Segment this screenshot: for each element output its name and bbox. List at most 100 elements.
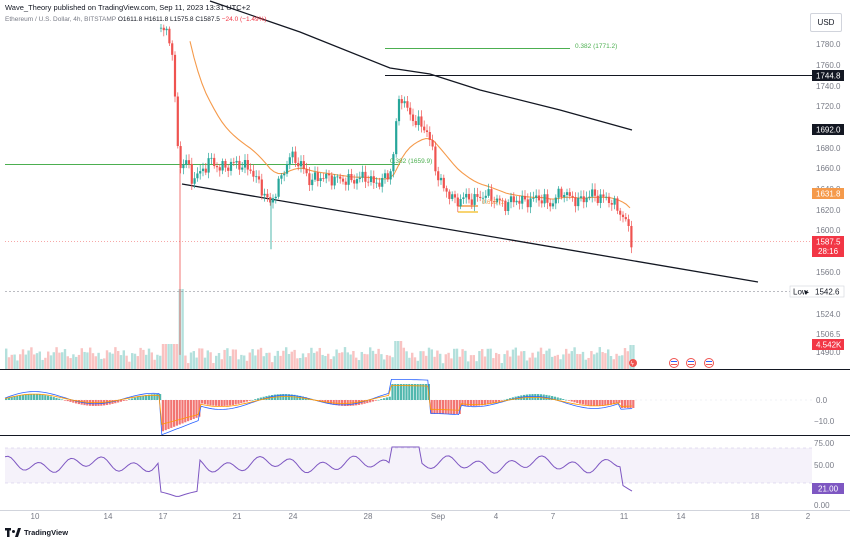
macd-bar (489, 400, 492, 404)
volume-bar (279, 355, 282, 369)
macd-bar (455, 400, 458, 414)
time-axis[interactable]: 10 14 17 21 24 28 Sep 4 7 11 14 18 2 (31, 512, 811, 521)
macd-bar (567, 400, 570, 401)
volume-bar (492, 358, 495, 369)
macd-bar (335, 400, 338, 406)
time-tick: 10 (31, 512, 40, 521)
macd-bar (30, 394, 33, 400)
volume-bar (570, 351, 573, 369)
low-arrow-icon: ▸ (805, 288, 809, 297)
volume-tag (812, 339, 844, 350)
volume-bar (542, 354, 545, 369)
macd-bar (27, 394, 30, 400)
volume-bar (363, 353, 366, 369)
volume-bar (593, 354, 596, 369)
volume-bar (604, 353, 607, 369)
us-flag-event-icon-3[interactable] (704, 358, 714, 368)
candle-body (526, 199, 529, 208)
us-flag-event-icon-2[interactable] (686, 358, 696, 368)
volume-bar (287, 354, 291, 369)
sma-200-line (209, 0, 633, 131)
macd-bar (472, 400, 475, 406)
volume-bar (618, 355, 621, 369)
rsi-value: 21.00 (818, 485, 839, 494)
volume-bar (598, 347, 601, 369)
time-tick: 2 (806, 512, 811, 521)
macd-bar (248, 400, 251, 401)
macd-bar (481, 400, 484, 406)
volume-bar (444, 354, 447, 369)
macd-bar (413, 384, 416, 400)
macd-bar (139, 396, 142, 400)
candle-body (409, 107, 412, 115)
macd-bar (290, 394, 293, 400)
macd-bar (103, 400, 106, 406)
macd-bar (203, 400, 206, 405)
time-tick: 14 (104, 512, 113, 521)
macd-bar (467, 400, 470, 406)
candle-body (344, 181, 347, 185)
volume-bar (254, 355, 257, 369)
candle-body (361, 171, 364, 178)
time-tick: 11 (620, 512, 629, 521)
channel-lower-trendline[interactable] (181, 183, 759, 283)
volume-bar (467, 361, 470, 369)
macd-bar (10, 396, 13, 400)
volume-bar (49, 355, 53, 369)
candle-body (375, 182, 378, 184)
macd-bar (399, 384, 402, 400)
volume-bar (86, 352, 89, 369)
macd-bar (422, 384, 425, 400)
candle-body (252, 170, 255, 177)
volume-bar (461, 349, 464, 369)
price-tick: 1560.0 (816, 268, 841, 277)
symbol-description[interactable]: Ethereum / U.S. Dollar, 4h, BITSTAMP (5, 16, 117, 23)
volume-bar (559, 359, 562, 369)
candle-body (213, 157, 216, 167)
volume-bar (27, 350, 30, 369)
volume-bar (332, 356, 335, 369)
macd-bar (433, 400, 436, 414)
candle-body (196, 173, 199, 179)
volume-bar (383, 359, 386, 369)
macd-bar (187, 400, 190, 422)
macd-bar (447, 400, 450, 414)
tradingview-logo-icon (5, 528, 21, 537)
candle-body (588, 196, 591, 198)
macd-bar (147, 394, 150, 400)
lightning-event-icon[interactable] (629, 359, 637, 367)
volume-bar (103, 358, 106, 369)
low-tag (789, 285, 845, 298)
candle-body (616, 198, 619, 211)
macd-bar (167, 400, 170, 430)
candle-body (434, 146, 437, 172)
candle-body (299, 161, 303, 167)
macd-bar (75, 400, 78, 404)
event-markers[interactable]: ϟ (629, 358, 714, 368)
us-flag-event-icon-1[interactable] (669, 358, 679, 368)
fib-label-mid: 0.382 (1659.9) (390, 158, 432, 165)
macd-bar (629, 400, 632, 408)
macd-bar (55, 397, 58, 400)
candle-body (336, 176, 339, 178)
macd-bar (89, 400, 92, 406)
volume-bar (374, 353, 377, 369)
volume-bar (380, 354, 383, 369)
volume-bar (486, 348, 489, 369)
candle-body (425, 130, 429, 133)
macd-bar (509, 398, 512, 400)
macd-bar (321, 400, 324, 403)
currency-button[interactable]: USD (810, 13, 842, 32)
volume-bar (243, 355, 246, 369)
candlesticks[interactable] (159, 24, 633, 355)
volume-bar (419, 351, 422, 369)
candle-body (271, 198, 275, 203)
price-tick: 1506.5 (816, 330, 841, 339)
macd-bar (559, 398, 562, 400)
candle-body (630, 225, 633, 248)
macd-bar (164, 400, 167, 431)
macd-bar (114, 400, 117, 404)
macd-bar (570, 400, 573, 402)
macd-bar (215, 400, 218, 406)
